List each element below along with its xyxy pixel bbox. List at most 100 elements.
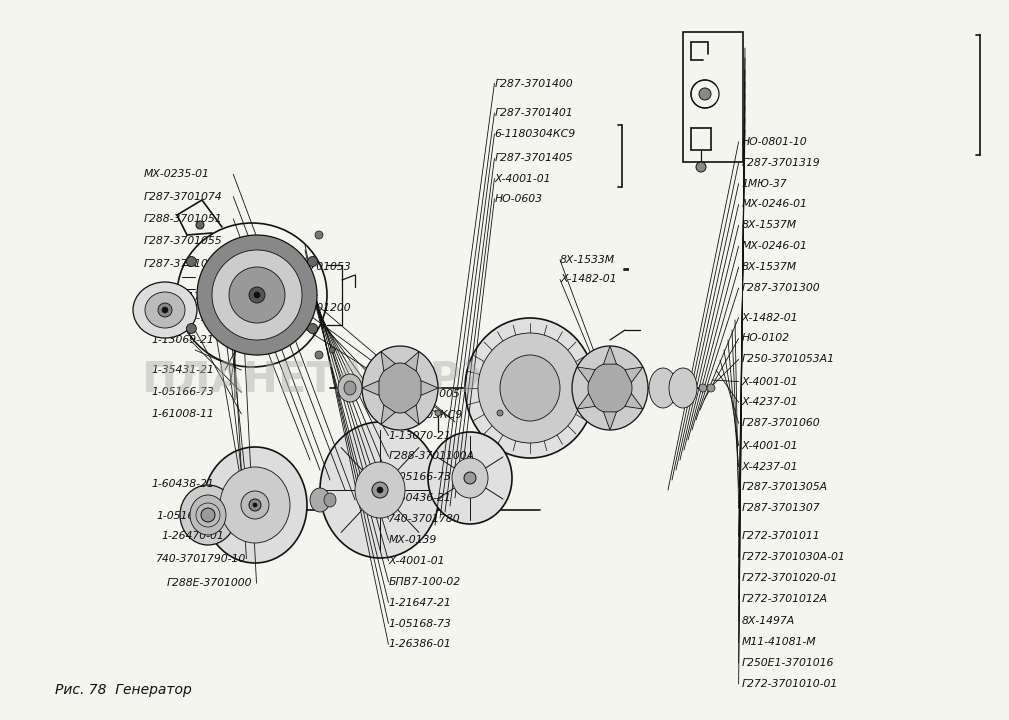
- Text: Х-4001-01: Х-4001-01: [388, 556, 445, 566]
- Ellipse shape: [324, 493, 336, 507]
- Text: Г287-3701319: Г287-3701319: [742, 158, 820, 168]
- Ellipse shape: [465, 318, 595, 458]
- Text: 1-05166-73: 1-05166-73: [156, 510, 219, 521]
- Text: Г21-3701005: Г21-3701005: [388, 389, 460, 399]
- Text: НО-0603: НО-0603: [494, 194, 543, 204]
- Ellipse shape: [190, 495, 226, 535]
- Text: БПВ7-100-02: БПВ7-100-02: [388, 577, 460, 587]
- Text: Г287-3701400: Г287-3701400: [494, 78, 573, 89]
- Text: Х-1482-01: Х-1482-01: [742, 312, 798, 323]
- Ellipse shape: [203, 447, 307, 563]
- Polygon shape: [577, 367, 595, 382]
- Circle shape: [241, 491, 269, 519]
- Polygon shape: [381, 351, 396, 371]
- Circle shape: [308, 256, 318, 266]
- Polygon shape: [625, 394, 643, 409]
- Circle shape: [315, 231, 323, 239]
- Polygon shape: [625, 367, 643, 382]
- Text: Г287-3701053: Г287-3701053: [272, 262, 351, 272]
- Polygon shape: [421, 381, 438, 395]
- Ellipse shape: [478, 333, 582, 443]
- Text: 1-35431-21: 1-35431-21: [151, 365, 214, 375]
- Circle shape: [196, 221, 204, 229]
- Circle shape: [329, 347, 335, 353]
- Text: Г287-3701401: Г287-3701401: [494, 108, 573, 118]
- Text: 8Х-1537М: 8Х-1537М: [742, 262, 797, 272]
- Text: МХ-0246-01: МХ-0246-01: [742, 199, 807, 210]
- Text: 1-05168-73: 1-05168-73: [388, 618, 451, 629]
- Text: 1-13070-21: 1-13070-21: [388, 431, 451, 441]
- Text: Г288-3701100А: Г288-3701100А: [388, 451, 474, 462]
- Text: Г272-3701012А: Г272-3701012А: [742, 594, 827, 604]
- Text: 1-05166-73: 1-05166-73: [151, 387, 214, 397]
- Ellipse shape: [180, 485, 236, 545]
- Ellipse shape: [572, 346, 648, 430]
- Text: Х-4001-01: Х-4001-01: [742, 377, 798, 387]
- Circle shape: [187, 323, 197, 333]
- Text: 740-3701774-20: 740-3701774-20: [143, 292, 233, 302]
- Circle shape: [249, 287, 265, 303]
- Text: Г287-3701074: Г287-3701074: [143, 192, 222, 202]
- Ellipse shape: [229, 267, 285, 323]
- Polygon shape: [405, 351, 419, 371]
- Circle shape: [315, 351, 323, 359]
- Ellipse shape: [133, 282, 197, 338]
- Text: Х-4001-01: Х-4001-01: [494, 174, 551, 184]
- Text: Г250Е1-3701016: Г250Е1-3701016: [742, 658, 834, 668]
- Text: 1-05168-73: 1-05168-73: [151, 313, 214, 323]
- Text: Г287-3701300: Г287-3701300: [742, 283, 820, 293]
- Circle shape: [699, 384, 707, 392]
- Circle shape: [158, 303, 172, 317]
- Text: МХ-0246-01: МХ-0246-01: [742, 241, 807, 251]
- Text: 1-61008-11: 1-61008-11: [151, 409, 214, 419]
- Text: Г287-3701055: Г287-3701055: [143, 236, 222, 246]
- Text: Г287-3701054: Г287-3701054: [143, 258, 222, 269]
- Text: Г288-3701051: Г288-3701051: [143, 214, 222, 224]
- Polygon shape: [362, 381, 379, 395]
- Polygon shape: [577, 394, 595, 409]
- Polygon shape: [603, 346, 616, 364]
- Text: 8Х-1537М: 8Х-1537М: [742, 220, 797, 230]
- Ellipse shape: [669, 368, 697, 408]
- Circle shape: [497, 410, 503, 416]
- Text: Х-4237-01: Х-4237-01: [742, 462, 798, 472]
- Text: 1-60438-21: 1-60438-21: [151, 479, 214, 489]
- Text: Г272-3701011: Г272-3701011: [742, 531, 820, 541]
- Circle shape: [253, 503, 257, 507]
- Ellipse shape: [500, 355, 560, 421]
- Text: Г250-3701053А1: Г250-3701053А1: [742, 354, 834, 364]
- Text: МХ-0235-01: МХ-0235-01: [143, 169, 209, 179]
- Text: 1-13069-21: 1-13069-21: [151, 335, 214, 345]
- Text: НО-0102: НО-0102: [742, 333, 790, 343]
- Text: 1МЮ-37: 1МЮ-37: [742, 179, 787, 189]
- Circle shape: [162, 307, 169, 313]
- Polygon shape: [405, 405, 419, 424]
- Text: Г272-3701030А-01: Г272-3701030А-01: [742, 552, 846, 562]
- Circle shape: [377, 487, 383, 493]
- Text: Г287-3701305А: Г287-3701305А: [742, 482, 827, 492]
- Text: Г272-3701010-01: Г272-3701010-01: [742, 679, 837, 689]
- Circle shape: [699, 88, 711, 100]
- Ellipse shape: [220, 467, 290, 543]
- Text: 8Х-1533М: 8Х-1533М: [560, 255, 615, 265]
- Circle shape: [435, 410, 441, 416]
- Text: 1-21647-21: 1-21647-21: [388, 598, 451, 608]
- Ellipse shape: [338, 374, 362, 402]
- Ellipse shape: [145, 292, 185, 328]
- Text: Г287-3701405: Г287-3701405: [494, 153, 573, 163]
- Circle shape: [707, 384, 715, 392]
- Text: Рис. 78  Генератор: Рис. 78 Генератор: [55, 683, 192, 697]
- Text: Х-1482-01: Х-1482-01: [560, 274, 616, 284]
- Text: Х-4001-01: Х-4001-01: [742, 441, 798, 451]
- Circle shape: [308, 323, 318, 333]
- Text: Г287-3701060: Г287-3701060: [742, 418, 820, 428]
- Text: Х-4148: Х-4148: [272, 283, 312, 293]
- Ellipse shape: [452, 458, 488, 498]
- Text: НО-0801-10: НО-0801-10: [742, 137, 807, 147]
- Ellipse shape: [310, 488, 330, 512]
- Circle shape: [201, 508, 215, 522]
- Bar: [683, 32, 743, 162]
- Text: ПЛАНЕТАКЕРЖЗЯКА: ПЛАНЕТАКЕРЖЗЯКА: [140, 359, 640, 401]
- Ellipse shape: [649, 368, 677, 408]
- Text: 740-3701790-10: 740-3701790-10: [156, 554, 246, 564]
